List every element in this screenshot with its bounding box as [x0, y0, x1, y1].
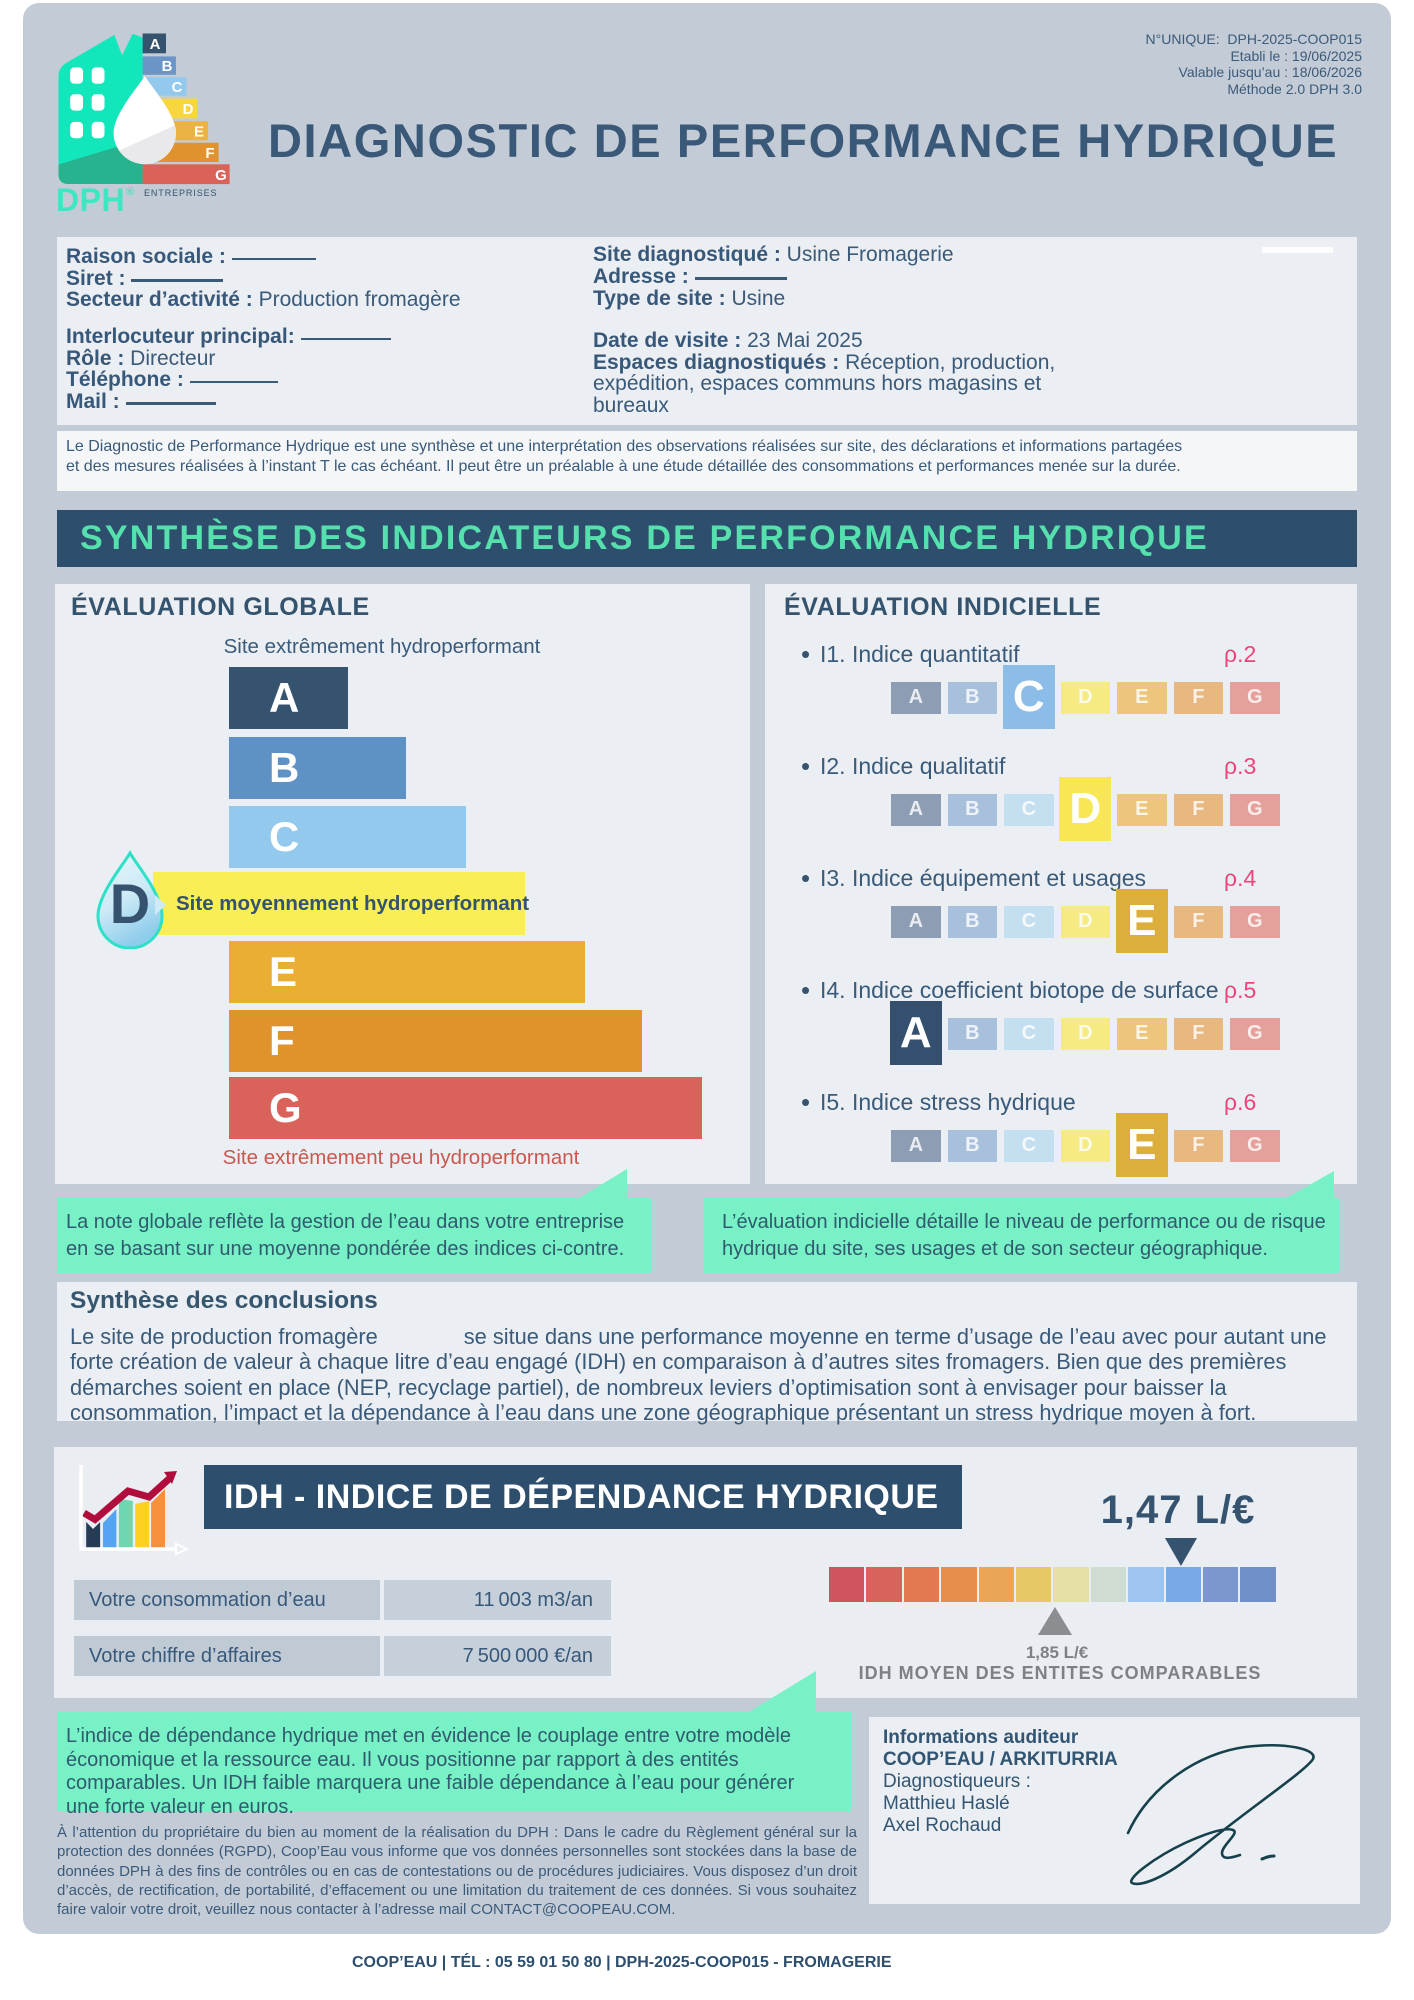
svg-text:B: B: [162, 58, 173, 75]
svg-text:E: E: [194, 124, 204, 141]
svg-text:D: D: [110, 872, 150, 935]
svg-text:G: G: [215, 167, 227, 184]
svg-text:F: F: [205, 145, 214, 162]
svg-text:C: C: [172, 79, 183, 96]
svg-text:®: ®: [126, 186, 134, 198]
svg-text:DPH: DPH: [56, 182, 125, 218]
svg-text:D: D: [183, 101, 194, 118]
svg-text:ENTREPRISES: ENTREPRISES: [144, 188, 217, 198]
svg-text:A: A: [150, 36, 161, 53]
